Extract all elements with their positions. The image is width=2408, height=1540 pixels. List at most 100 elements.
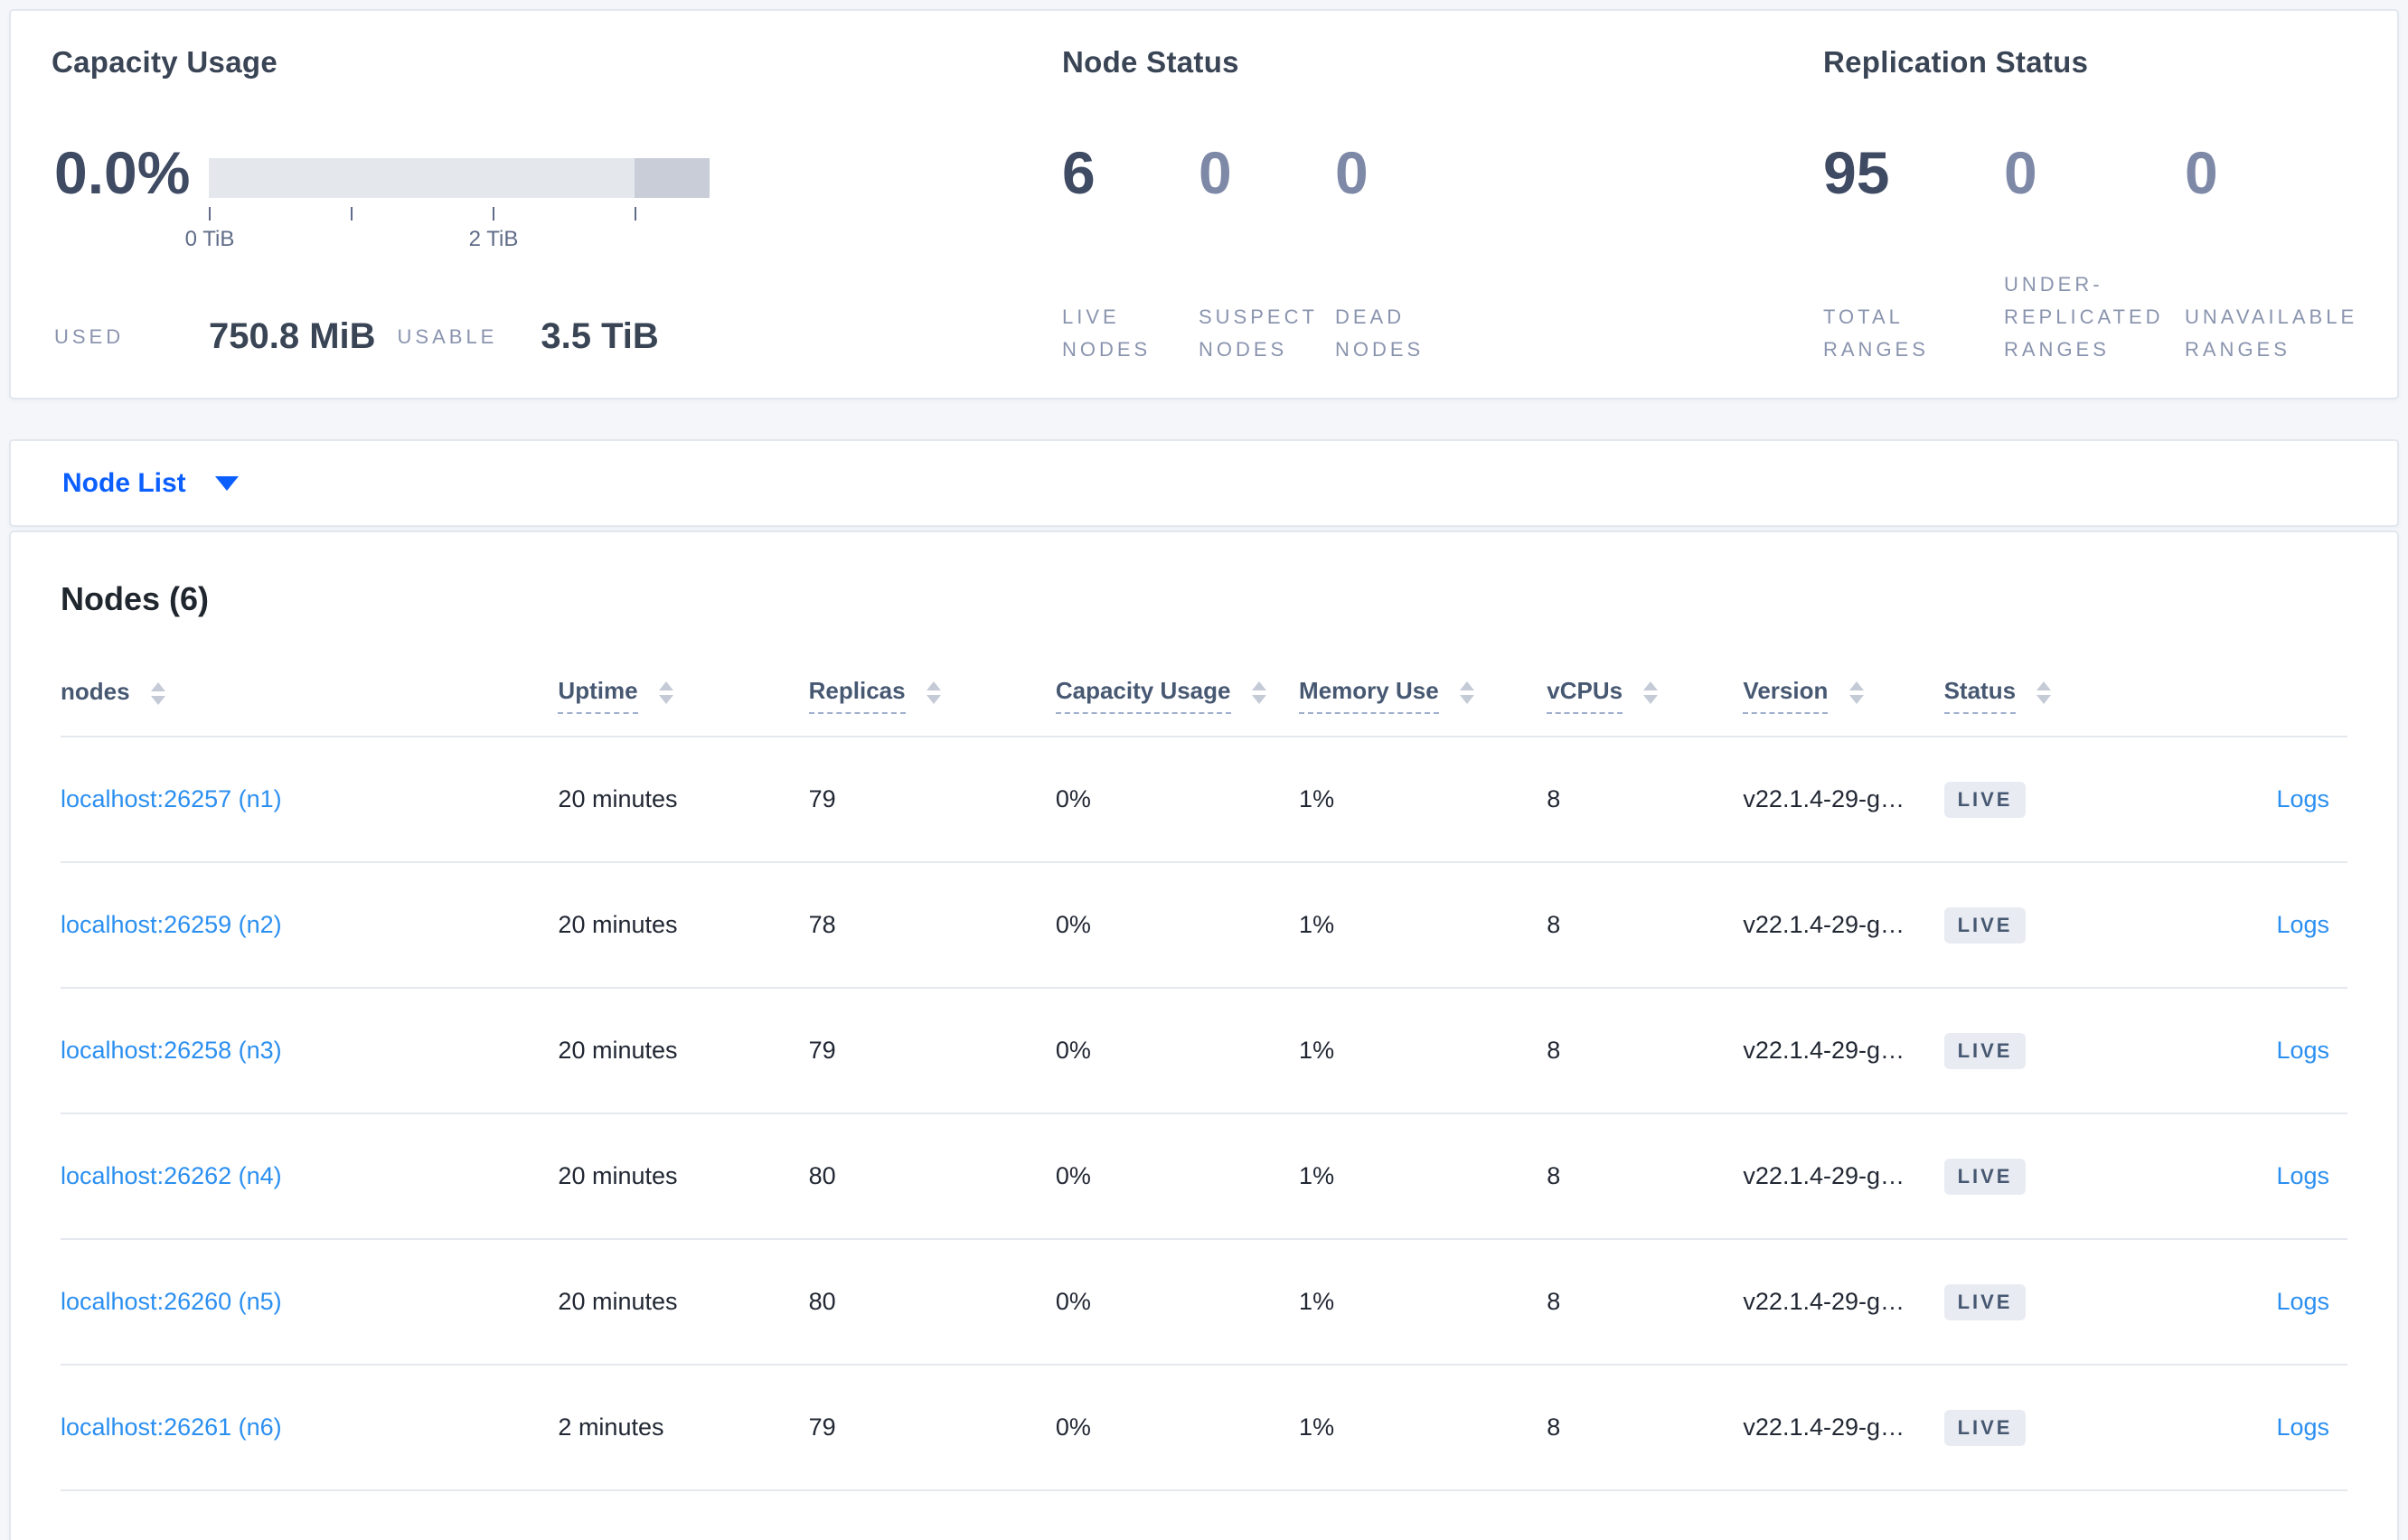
axis-tick-label: 0 TiB <box>184 227 235 251</box>
memory-cell: 1% <box>1299 1239 1547 1366</box>
status-badge: LIVE <box>1943 1158 2027 1195</box>
logs-link[interactable]: Logs <box>2276 1162 2329 1189</box>
status-cell: LIVE <box>1943 737 2125 863</box>
view-selector-bar: Node List <box>9 439 2399 527</box>
nodes-table: nodes Uptime Replicas Capacity Usage Mem… <box>61 655 2347 1491</box>
stat-total-ranges: 95 TOTAL RANGES <box>1823 140 2004 366</box>
status-cell: LIVE <box>1943 1113 2125 1240</box>
stat-value: 0 <box>2004 139 2037 206</box>
node-list-dropdown[interactable]: Node List <box>62 468 239 499</box>
uptime-cell: 2 minutes <box>558 1365 809 1491</box>
node-link[interactable]: localhost:26260 (n5) <box>61 1288 282 1315</box>
usable-label: USABLE <box>397 324 498 348</box>
column-header-nodes[interactable]: nodes <box>61 655 559 737</box>
column-header-replicas[interactable]: Replicas <box>808 655 1056 737</box>
replicas-cell: 79 <box>808 1365 1056 1491</box>
column-header-memory-use[interactable]: Memory Use <box>1299 655 1547 737</box>
sort-icon <box>150 681 165 705</box>
version-cell: v22.1.4-29-g… <box>1743 988 1944 1114</box>
column-header-version[interactable]: Version <box>1743 655 1944 737</box>
stat-value: 0 <box>2185 139 2218 206</box>
sort-icon <box>1459 681 1474 704</box>
column-header-status[interactable]: Status <box>1943 655 2125 737</box>
axis-tick <box>351 207 353 221</box>
version-cell: v22.1.4-29-g… <box>1743 1239 1944 1366</box>
capacity-cell: 0% <box>1055 862 1300 989</box>
usable-value: 3.5 TiB <box>541 316 659 356</box>
memory-cell: 1% <box>1299 737 1547 863</box>
node-link[interactable]: localhost:26262 (n4) <box>61 1162 282 1189</box>
stat-live-nodes: 6 LIVE NODES <box>1062 140 1199 366</box>
stat-value: 0 <box>1199 139 1232 206</box>
capacity-bar-reserved-segment <box>635 158 710 198</box>
node-link[interactable]: localhost:26258 (n3) <box>61 1037 282 1064</box>
replicas-cell: 80 <box>808 1113 1056 1240</box>
logs-link[interactable]: Logs <box>2276 1413 2329 1441</box>
status-badge: LIVE <box>1943 1409 2027 1446</box>
vcpus-cell: 8 <box>1547 1239 1744 1366</box>
table-row: localhost:26259 (n2) 20 minutes 78 0% 1%… <box>61 862 2347 989</box>
node-status-stats: 6 LIVE NODES 0 SUSPECT NODES 0 DEAD NODE… <box>1062 140 1472 366</box>
axis-tick <box>635 207 636 221</box>
stat-under-replicated-ranges: 0 UNDER-REPLICATED RANGES <box>2004 140 2185 366</box>
node-list-dropdown-label: Node List <box>62 467 186 498</box>
axis-tick <box>209 207 211 221</box>
column-header-logs <box>2124 655 2347 737</box>
logs-link[interactable]: Logs <box>2276 1037 2329 1064</box>
capacity-used-usable: USED 750.8 MiB USABLE 3.5 TiB <box>54 316 659 357</box>
table-header-row: nodes Uptime Replicas Capacity Usage Mem… <box>61 655 2347 737</box>
memory-cell: 1% <box>1299 988 1547 1114</box>
sort-icon <box>1251 681 1266 704</box>
capacity-usage-title: Capacity Usage <box>52 45 277 79</box>
memory-cell: 1% <box>1299 862 1547 989</box>
column-header-capacity-usage[interactable]: Capacity Usage <box>1055 655 1300 737</box>
version-cell: v22.1.4-29-g… <box>1743 1113 1944 1240</box>
replicas-cell: 79 <box>808 737 1056 863</box>
stat-value: 0 <box>1335 139 1369 206</box>
status-cell: LIVE <box>1943 1239 2125 1366</box>
stat-label: UNDER-REPLICATED RANGES <box>2004 273 2164 361</box>
uptime-cell: 20 minutes <box>558 862 809 989</box>
version-cell: v22.1.4-29-g… <box>1743 737 1944 863</box>
stat-unavailable-ranges: 0 UNAVAILABLE RANGES <box>2185 140 2366 366</box>
replication-status-title: Replication Status <box>1823 45 2089 79</box>
vcpus-cell: 8 <box>1547 1113 1744 1240</box>
capacity-cell: 0% <box>1055 1365 1300 1491</box>
logs-link[interactable]: Logs <box>2276 1288 2329 1315</box>
logs-link[interactable]: Logs <box>2276 785 2329 812</box>
nodes-table-title: Nodes (6) <box>61 580 210 617</box>
stat-label: UNAVAILABLE RANGES <box>2185 305 2358 361</box>
status-cell: LIVE <box>1943 1365 2125 1491</box>
sort-icon <box>658 681 673 704</box>
vcpus-cell: 8 <box>1547 988 1744 1114</box>
sort-icon <box>926 681 941 704</box>
stat-label: TOTAL RANGES <box>1823 305 1929 361</box>
capacity-bar: 0 TiB 2 TiB <box>185 158 710 251</box>
axis-tick <box>493 207 494 221</box>
status-cell: LIVE <box>1943 862 2125 989</box>
caret-down-icon <box>214 475 239 491</box>
node-link[interactable]: localhost:26261 (n6) <box>61 1413 282 1441</box>
memory-cell: 1% <box>1299 1113 1547 1240</box>
used-label: USED <box>54 324 125 348</box>
stat-label: SUSPECT NODES <box>1199 305 1318 361</box>
status-badge: LIVE <box>1943 906 2027 944</box>
column-header-vcpus[interactable]: vCPUs <box>1547 655 1744 737</box>
replication-status-stats: 95 TOTAL RANGES 0 UNDER-REPLICATED RANGE… <box>1823 140 2366 366</box>
column-header-uptime[interactable]: Uptime <box>558 655 809 737</box>
table-row: localhost:26261 (n6) 2 minutes 79 0% 1% … <box>61 1365 2347 1491</box>
status-cell: LIVE <box>1943 988 2125 1114</box>
sort-icon <box>1643 681 1659 704</box>
logs-link[interactable]: Logs <box>2276 911 2329 938</box>
uptime-cell: 20 minutes <box>558 737 809 863</box>
replicas-cell: 79 <box>808 988 1056 1114</box>
stat-value: 6 <box>1062 139 1096 206</box>
table-row: localhost:26262 (n4) 20 minutes 80 0% 1%… <box>61 1113 2347 1240</box>
used-value: 750.8 MiB <box>209 316 376 356</box>
vcpus-cell: 8 <box>1547 862 1744 989</box>
node-link[interactable]: localhost:26259 (n2) <box>61 911 282 938</box>
replicas-cell: 80 <box>808 1239 1056 1366</box>
capacity-cell: 0% <box>1055 988 1300 1114</box>
node-link[interactable]: localhost:26257 (n1) <box>61 785 282 812</box>
table-row: localhost:26257 (n1) 20 minutes 79 0% 1%… <box>61 737 2347 863</box>
